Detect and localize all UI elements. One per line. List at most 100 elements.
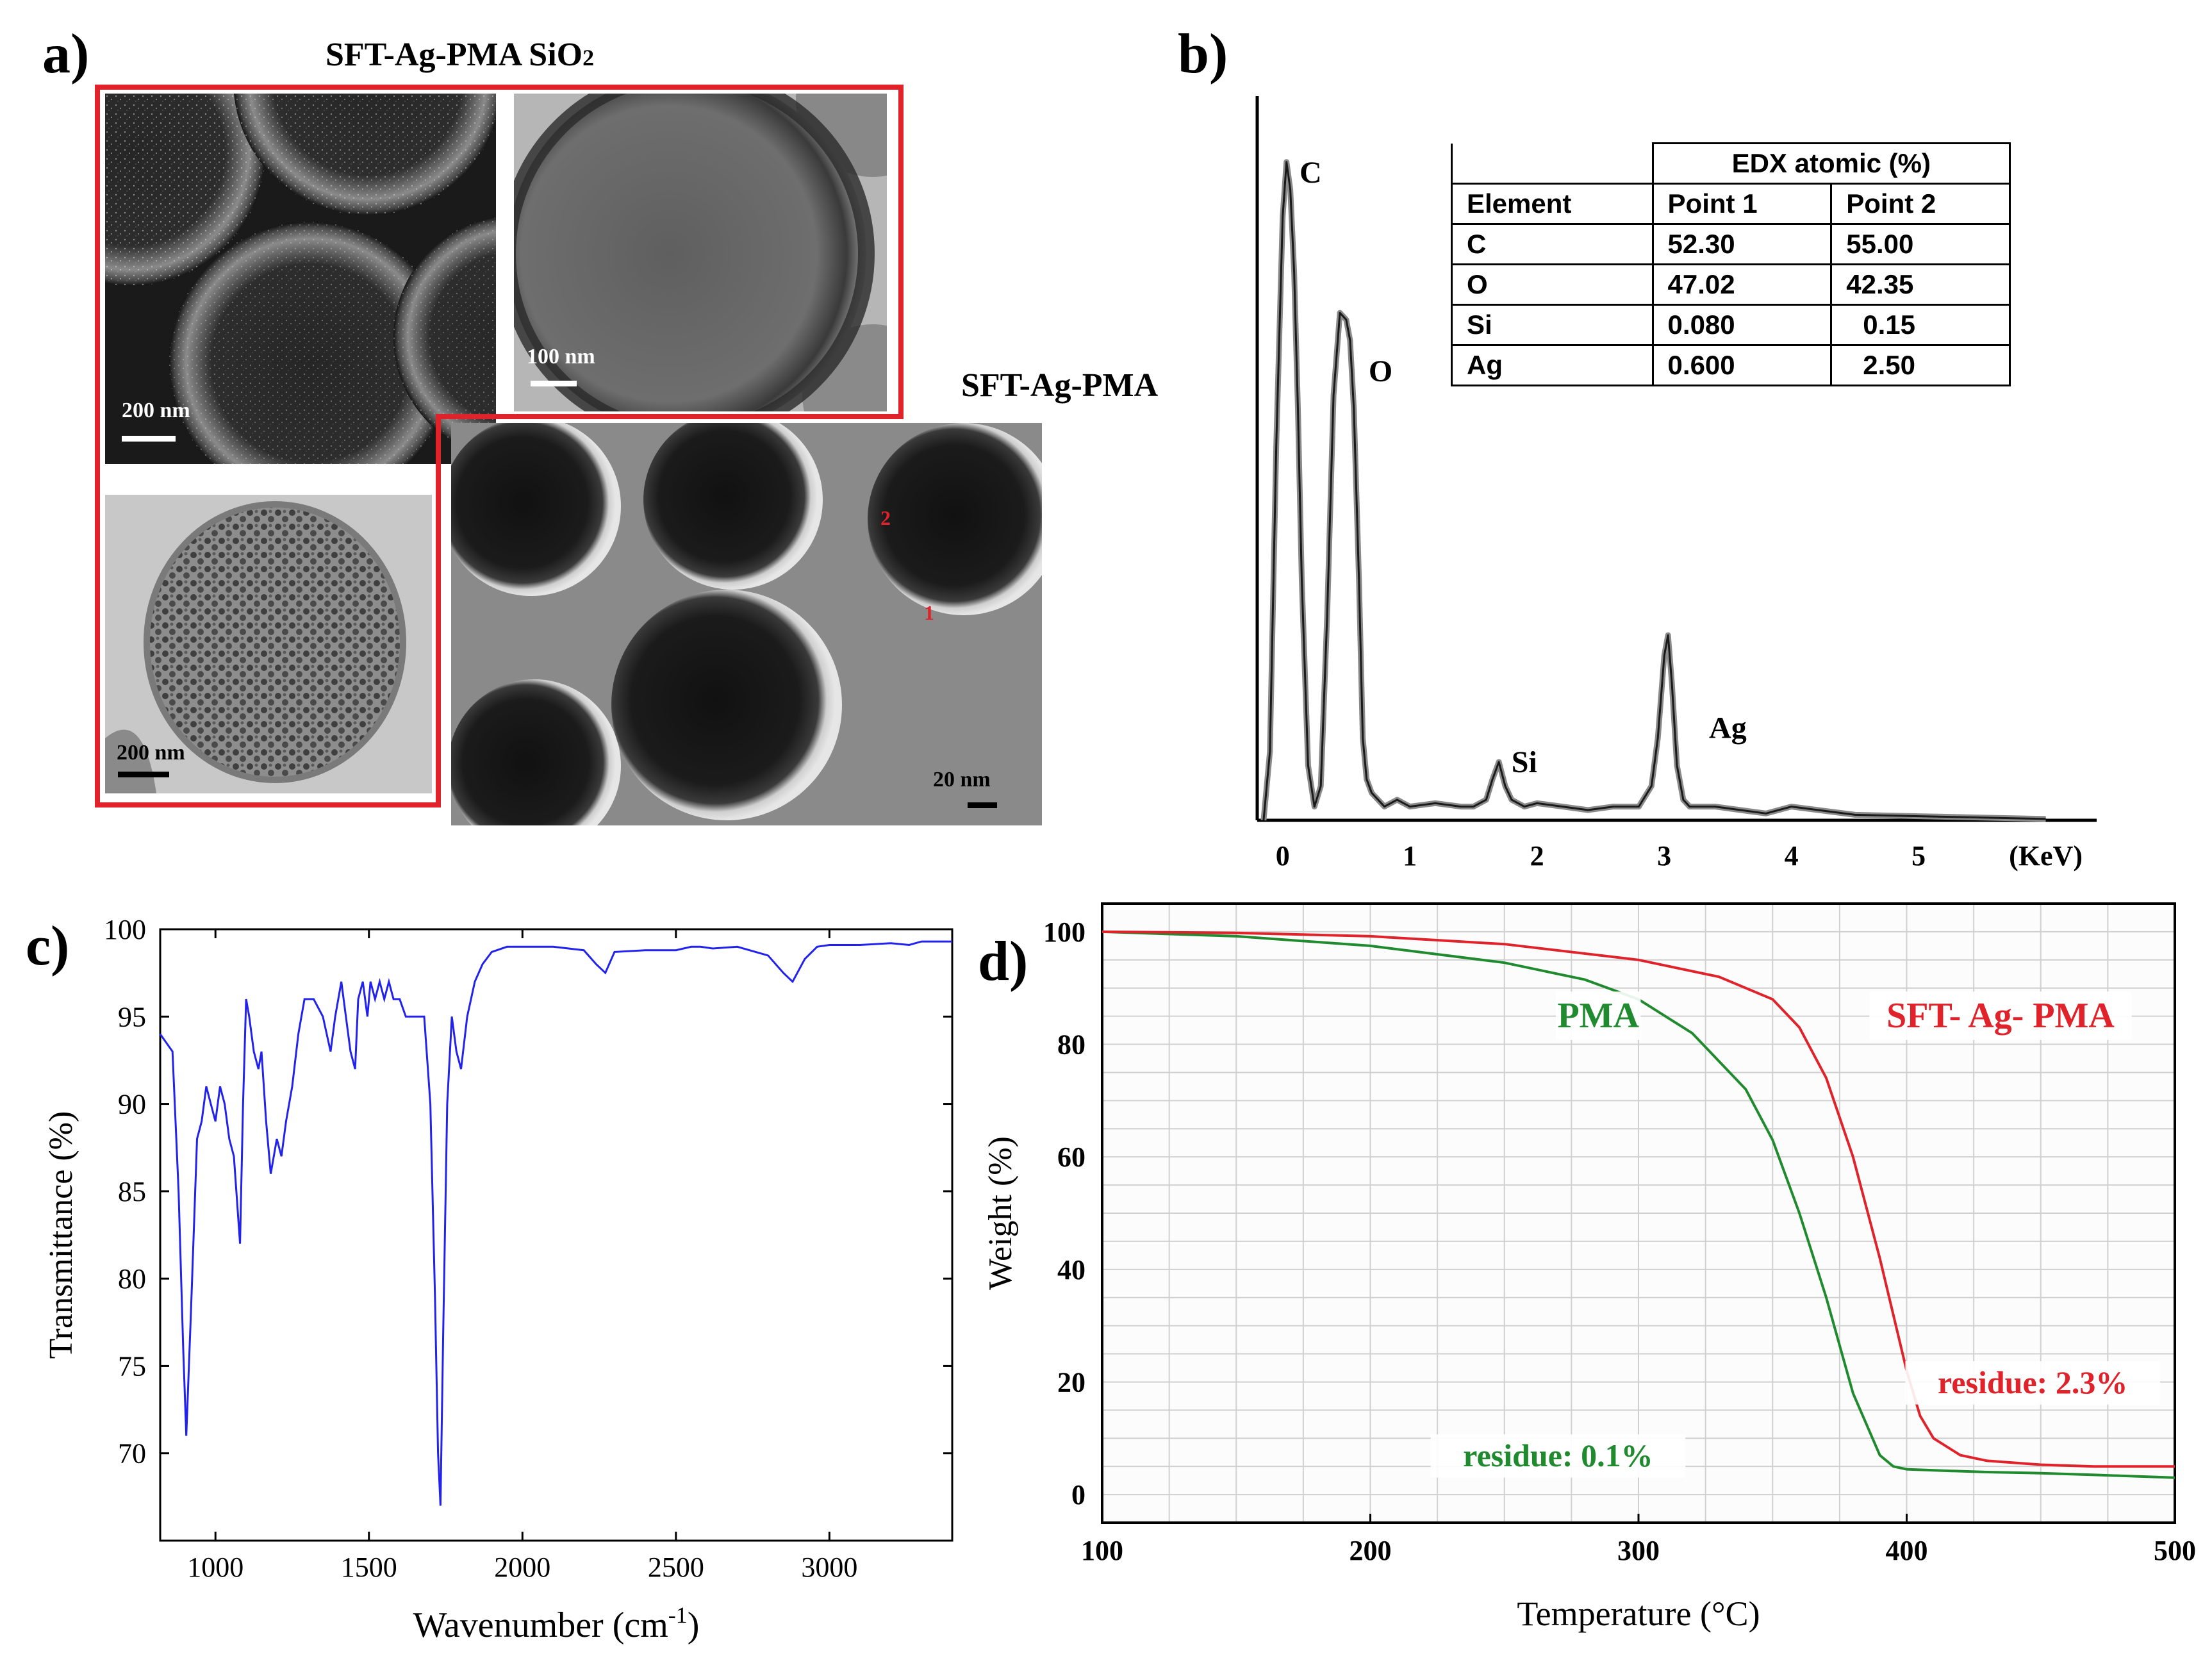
edx-cell: 47.02 — [1651, 263, 1833, 306]
scale-label-tl: 200 nm — [122, 399, 190, 422]
edx-header-point2: Point 2 — [1830, 183, 2011, 225]
tga-y-tick-label: 40 — [1057, 1254, 1085, 1286]
ftir-y-tick-label: 80 — [118, 1263, 146, 1295]
edx-table-header-row: Element Point 1 Point 2 — [1451, 183, 2011, 225]
edx-cell: C — [1451, 223, 1654, 265]
tga-annotation-label: residue: 2.3% — [1938, 1364, 2127, 1400]
sio2-frame-bottom — [95, 802, 441, 807]
tga-annotation-label: residue: 0.1% — [1463, 1437, 1653, 1473]
ftir-x-tick-label: 1000 — [187, 1552, 243, 1583]
tga-x-tick-label: 300 — [1617, 1535, 1660, 1566]
edx-cell: 55.00 — [1830, 223, 2011, 265]
sio2-frame-step — [436, 414, 441, 807]
edx-series-line — [1262, 161, 2046, 821]
tga-y-tick-label: 100 — [1043, 916, 1085, 948]
ftir-y-axis-label: Transmittance (%) — [43, 1111, 79, 1359]
micrograph-sft-ag-pma-art — [451, 423, 1042, 825]
ftir-x-tick-label: 2500 — [648, 1552, 704, 1583]
edx-x-tick-label: 5 — [1911, 840, 1926, 872]
ftir-plot-frame — [159, 928, 953, 1542]
ftir-y-tick-label: 95 — [118, 1001, 146, 1032]
tga-chart: 100 200 300 400 500 0 20 40 60 80 100 PMA SFT- Ag- P… — [982, 902, 2196, 1633]
tga-x-tick-label: 200 — [1349, 1535, 1392, 1566]
scale-bar-bl — [118, 772, 169, 777]
edx-table-row: Si 0.080 0.15 — [1451, 304, 2011, 346]
edx-cell: 52.30 — [1651, 223, 1833, 265]
ftir-x-axis-label-end: ) — [688, 1605, 700, 1645]
sio2-frame-right — [898, 85, 904, 419]
edx-peak-label: O — [1369, 354, 1392, 388]
tga-y-tick-label: 60 — [1057, 1141, 1085, 1173]
ftir-series-line — [159, 940, 952, 1506]
edx-table: EDX atomic (%) Element Point 1 Point 2 C… — [1451, 142, 2011, 386]
tga-annotation-bg — [1430, 1434, 1686, 1478]
edx-table-row: C 52.30 55.00 — [1451, 223, 2011, 265]
micrograph-single-sphere-art — [514, 94, 887, 411]
ftir-x-tick-label: 1500 — [341, 1552, 397, 1583]
micrograph-darkfield-art — [105, 94, 496, 464]
tga-series-line-1 — [1102, 930, 2175, 1468]
sio2-frame — [95, 85, 904, 807]
edx-x-tick-label: 1 — [1403, 840, 1417, 872]
tga-y-tick-label: 0 — [1071, 1479, 1085, 1511]
ftir-x-tick-label: 3000 — [801, 1552, 857, 1583]
ftir-y-tick-label: 85 — [118, 1176, 146, 1207]
ftir-x-tick-label: 2000 — [494, 1552, 550, 1583]
point-1-label: 1 — [924, 601, 934, 624]
panel-a-title2: SFT-Ag-PMA — [961, 367, 1159, 404]
scale-bar-tl — [122, 436, 176, 442]
tga-x-tick-label: 400 — [1886, 1535, 1928, 1566]
micrograph-mesoporous-art — [105, 495, 432, 793]
sio2-frame-mid — [436, 414, 904, 419]
edx-x-tick-label: 0 — [1276, 840, 1290, 872]
micrograph-mesoporous: 200 nm — [105, 495, 432, 793]
edx-peak-label: Ag — [1709, 711, 1747, 745]
edx-header-element: Element — [1451, 183, 1654, 225]
edx-cell: 42.35 — [1830, 263, 2011, 306]
edx-x-tick-label: 2 — [1530, 840, 1544, 872]
micrograph-single-sphere: 100 nm — [514, 94, 887, 411]
edx-cell: 0.600 — [1651, 344, 1833, 386]
tga-annotation-label: SFT- Ag- PMA — [1886, 996, 2115, 1036]
tga-y-tick-label: 20 — [1057, 1366, 1085, 1398]
edx-table-title: EDX atomic (%) — [1651, 142, 2011, 185]
scale-bar-tr — [531, 381, 577, 386]
edx-cell: 2.50 — [1830, 344, 2011, 386]
panel-c-letter: c) — [26, 915, 70, 977]
edx-table-row: Ag 0.600 2.50 — [1451, 344, 2011, 386]
edx-cell: Si — [1451, 304, 1654, 346]
panel-a-letter: a) — [42, 23, 90, 85]
tga-annotation-label: PMA — [1557, 996, 1639, 1036]
edx-peak-label: C — [1300, 156, 1322, 190]
ftir-x-axis-label: Wavenumber (cm-1) — [413, 1602, 700, 1645]
edx-cell: 0.15 — [1830, 304, 2011, 346]
ftir-y-tick-label: 90 — [118, 1089, 146, 1120]
micrograph-darkfield: 200 nm — [105, 94, 496, 464]
edx-table-blank — [1451, 143, 1654, 185]
tga-x-axis-label: Temperature (°C) — [1517, 1594, 1760, 1633]
tga-annotation-bg — [1556, 991, 1641, 1040]
edx-cell: 0.080 — [1651, 304, 1833, 346]
tga-annotation-bg — [1869, 991, 2132, 1040]
micrograph-sft-ag-pma: 2 1 20 nm — [451, 423, 1042, 825]
tga-x-tick-label: 500 — [2154, 1535, 2196, 1566]
tga-y-axis-label: Weight (%) — [982, 1136, 1019, 1290]
edx-table-row: O 47.02 42.35 — [1451, 263, 2011, 306]
scale-bar-br — [968, 802, 997, 808]
edx-cell: O — [1451, 263, 1654, 306]
edx-peak-label: Si — [1512, 745, 1537, 779]
panel-d-letter: d) — [978, 931, 1028, 993]
ftir-x-axis-label-main: Wavenumber (cm — [413, 1605, 668, 1645]
tga-y-tick-label: 80 — [1057, 1029, 1085, 1061]
scale-label-tr: 100 nm — [527, 345, 595, 368]
tga-annotation-bg — [1905, 1361, 2160, 1405]
ftir-y-tick-label: 75 — [118, 1350, 146, 1382]
tga-series-line-0 — [1102, 930, 2175, 1479]
panel-b-letter: b) — [1178, 23, 1228, 85]
ftir-x-axis-label-sup: -1 — [668, 1602, 688, 1628]
panel-a-title-sub: 2 — [582, 45, 595, 70]
point-2-label: 2 — [880, 506, 891, 529]
ftir-chart: 1000 1500 2000 2500 3000 70 75 80 85 90 95 100 Waven… — [43, 914, 953, 1645]
scale-label-bl: 200 nm — [117, 741, 185, 765]
